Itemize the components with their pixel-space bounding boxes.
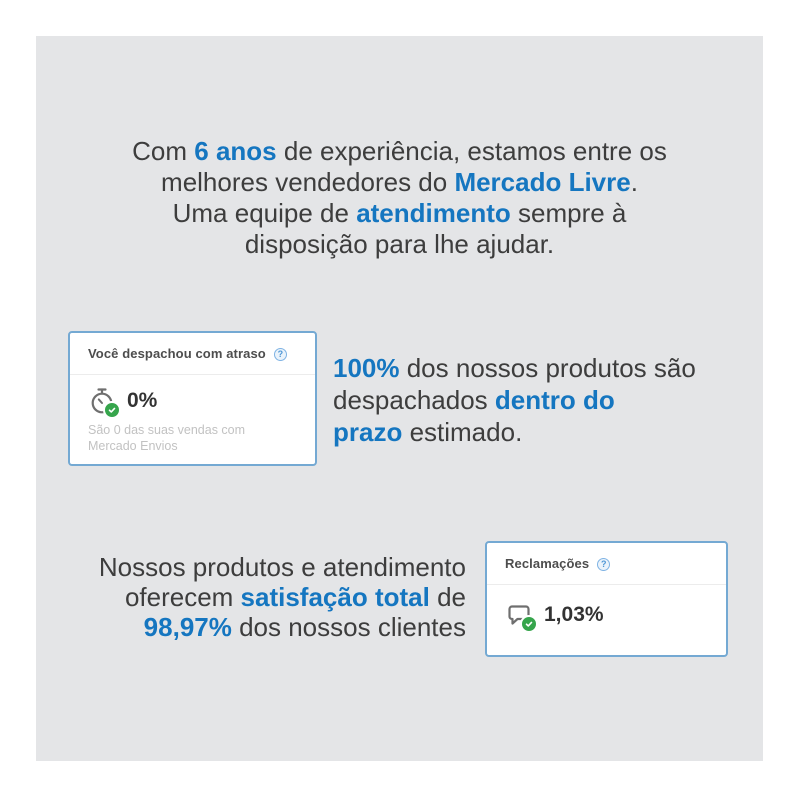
help-question-icon[interactable]: ?: [597, 557, 611, 571]
shipping-card-header: Você despachou com atraso ?: [70, 333, 315, 374]
plain-text: oferecem: [124, 582, 241, 612]
highlighted-text: Mercado Livre: [454, 167, 631, 197]
highlighted-text: 100%: [333, 353, 400, 383]
plain-text: despachados: [333, 385, 495, 415]
plain-text: dos nossos clientes: [231, 612, 466, 642]
card-divider: [70, 374, 315, 375]
green-check-badge: [103, 401, 121, 419]
highlighted-text: 6 anos: [194, 136, 277, 166]
shipping-card-footnote: São 0 das suas vendas com Mercado Envios: [88, 423, 246, 453]
claims-text: Nossos produtos e atendimento oferecem sa…: [99, 552, 466, 642]
claims-metric-card: Reclamações ? 1,03%: [485, 541, 728, 657]
intro-text: Com 6 anos de experiência, estamos entre…: [36, 136, 763, 260]
claims-card-body: 1,03%: [487, 585, 726, 633]
green-check-badge: [520, 615, 538, 633]
chat-bubble-icon: [505, 601, 538, 633]
shipping-metric-card: Você despachou com atraso ? 0% São: [68, 331, 317, 466]
shipping-metric-value: 0%: [127, 389, 158, 412]
plain-text: .: [630, 167, 638, 197]
plain-text: estimado.: [402, 417, 523, 447]
plain-text: de: [429, 582, 466, 612]
plain-text: sempre à: [510, 198, 627, 228]
highlighted-text: dentro do: [494, 385, 615, 415]
shipping-text: 100% dos nossos produtos são despachados …: [333, 352, 696, 448]
shipping-card-title: Você despachou com atraso: [88, 346, 266, 361]
plain-text: dos nossos produtos são: [399, 353, 696, 383]
highlighted-text: prazo: [333, 417, 403, 447]
plain-text: Uma equipe de: [172, 198, 357, 228]
plain-text: de experiência, estamos entre os: [276, 136, 667, 166]
help-question-icon[interactable]: ?: [273, 347, 287, 361]
claims-card-header: Reclamações ?: [487, 543, 726, 584]
plain-text: Nossos produtos e atendimento: [98, 552, 466, 582]
card-divider: [487, 584, 726, 585]
claims-metric-value: 1,03%: [544, 603, 604, 626]
claims-card-title: Reclamações: [505, 556, 590, 571]
shipping-card-body: 0%: [70, 375, 315, 419]
highlighted-text: satisfação total: [240, 582, 430, 612]
plain-text: disposição para lhe ajudar.: [244, 229, 555, 259]
plain-text: melhores vendedores do: [161, 167, 455, 197]
plain-text: Com: [132, 136, 195, 166]
highlighted-text: atendimento: [356, 198, 511, 228]
stopwatch-icon: [88, 387, 121, 419]
highlighted-text: 98,97%: [143, 612, 232, 642]
